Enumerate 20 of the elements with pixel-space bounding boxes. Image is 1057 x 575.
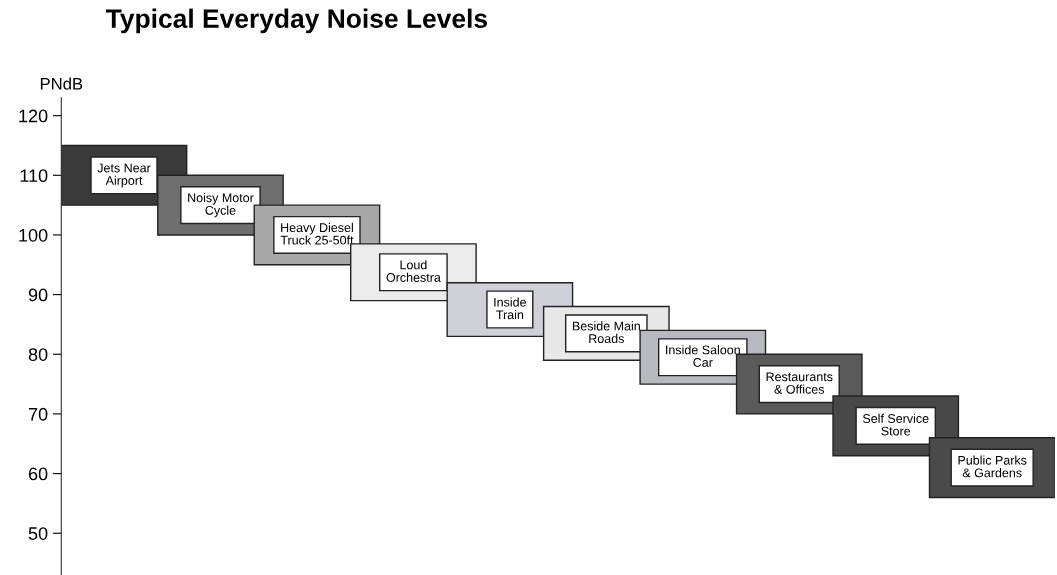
x-tick-label: Jets Near Airport — [97, 163, 151, 188]
x-tick-label: Self Service Store — [862, 413, 929, 436]
x-tick-label: Noisy Motor Cycle — [188, 193, 254, 218]
x-tick-label: Inside Train — [494, 297, 526, 320]
y-axis-title: PNdB — [40, 77, 83, 90]
y-tick-label: 100 — [19, 228, 48, 242]
x-tick-label: Beside Main Roads — [572, 321, 640, 344]
y-tick-label: 50 — [28, 527, 48, 540]
y-tick-label: 110 — [20, 169, 48, 183]
x-tick-label: Heavy Diesel Truck 25-50ft — [280, 222, 354, 245]
y-tick-label: 70 — [28, 407, 48, 421]
x-tick-label: Loud Orchestra — [386, 260, 441, 282]
x-tick-label: Inside Saloon Car — [666, 345, 740, 367]
y-tick-label: 90 — [28, 288, 48, 302]
y-tick-label: 120 — [19, 109, 48, 123]
y-tick-label: 80 — [28, 348, 48, 361]
x-tick-label: Public Parks & Gardens — [958, 455, 1027, 478]
y-tick-label: 60 — [28, 467, 48, 481]
chart-title: Typical Everyday Noise Levels — [106, 8, 487, 34]
x-tick-label: Restaurants & Offices — [766, 372, 833, 394]
